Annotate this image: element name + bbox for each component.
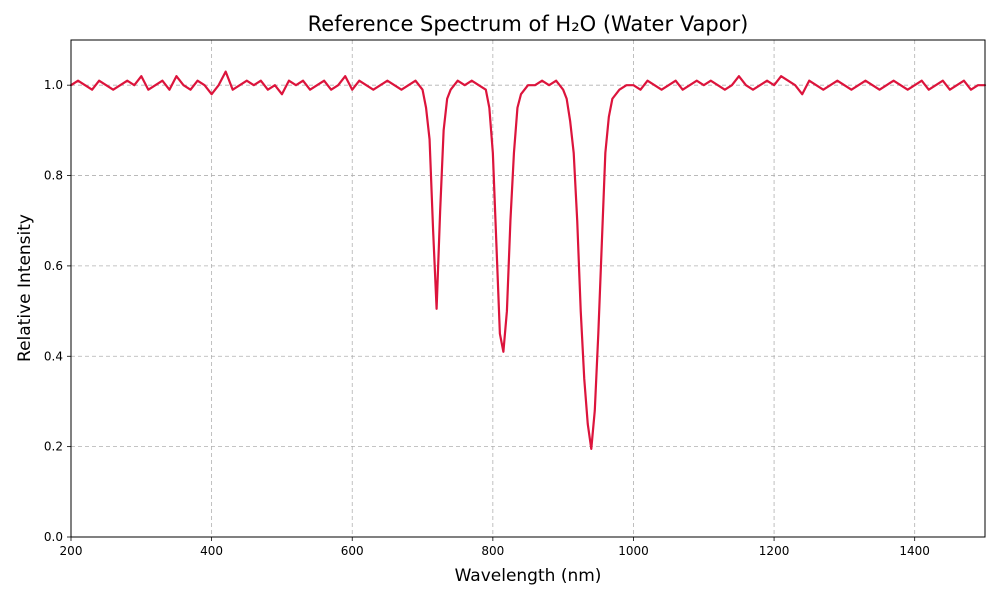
x-tick-label: 400	[200, 544, 223, 558]
x-tick-label: 1000	[618, 544, 649, 558]
y-tick-label: 0.4	[44, 349, 63, 363]
spectrum-series-line	[69, 70, 987, 450]
x-tick-label: 1200	[759, 544, 790, 558]
chart-title: Reference Spectrum of H₂O (Water Vapor)	[308, 12, 749, 36]
x-tick-label: 1400	[899, 544, 930, 558]
y-axis-title: Relative Intensity	[15, 214, 35, 362]
x-tick-label: 600	[341, 544, 364, 558]
tick-layer: 200 400 600 800 1000 1200 1400 0.0 0.2 0.4 0.6 0.8 1…	[44, 78, 930, 558]
x-axis-title: Wavelength (nm)	[455, 566, 602, 586]
plot-frame	[70, 39, 986, 538]
y-tick-label: 0.0	[44, 530, 63, 544]
y-tick-label: 1.0	[44, 78, 63, 92]
grid-lines	[70, 40, 985, 538]
y-tick-label: 0.6	[44, 259, 63, 273]
y-tick-label: 0.2	[44, 440, 63, 454]
series-layer	[69, 70, 987, 450]
x-tick-label: 800	[481, 544, 504, 558]
x-tick-label: 200	[60, 544, 83, 558]
y-tick-label: 0.8	[44, 169, 63, 183]
